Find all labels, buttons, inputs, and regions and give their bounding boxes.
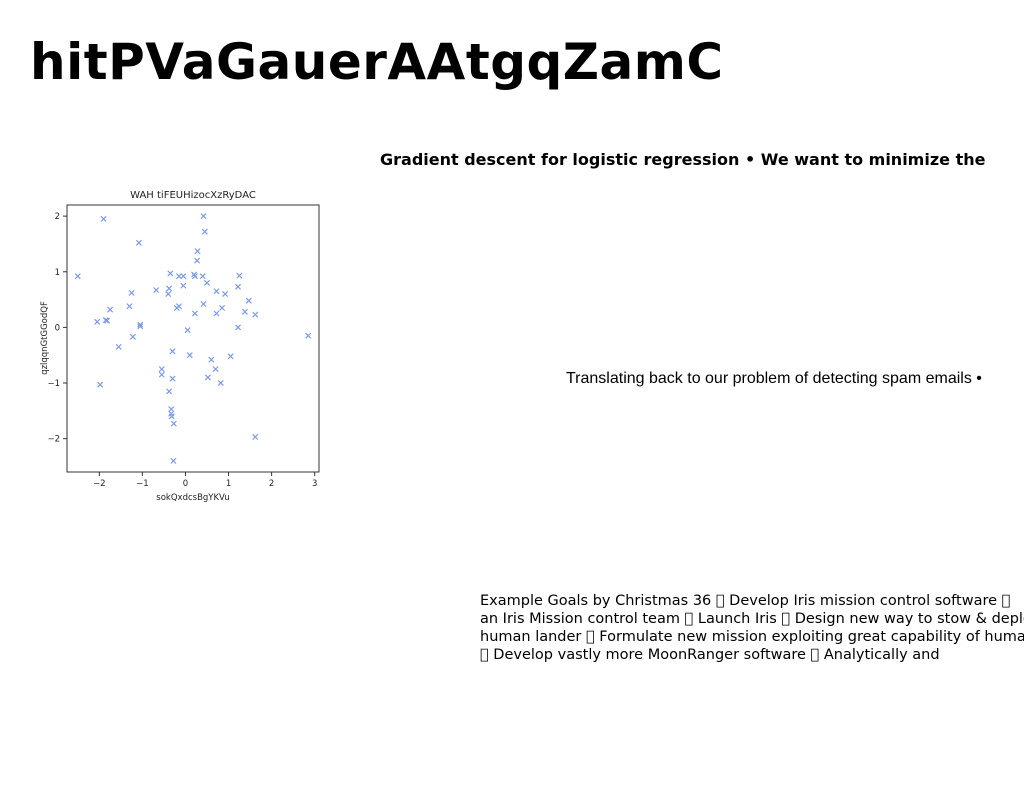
y-axis-label: qzlqqnGtGGodQF (40, 301, 50, 375)
scatter-point (201, 228, 208, 235)
x-axis-ticks: −2 −1 0 1 2 3 (93, 472, 317, 489)
scatter-point (213, 288, 220, 295)
y-axis-ticks: −2 −1 0 1 2 (47, 212, 67, 445)
scatter-point (129, 333, 136, 340)
goals-line:   Develop vastly more MoonRanger softwar… (480, 647, 940, 663)
x-tick-label: 0 (183, 479, 188, 489)
chart-title: WAH tiFEUHizocXzRyDAC (130, 190, 256, 201)
scatter-point (104, 317, 111, 324)
scatter-point (169, 375, 176, 382)
x-tick-label: −1 (136, 479, 149, 489)
scatter-point (212, 366, 219, 373)
goals-line: Example Goals by Christmas 36   Develop … (480, 593, 1011, 609)
scatter-point (203, 279, 211, 286)
scatter-point (199, 273, 206, 280)
x-tick-label: −2 (93, 479, 106, 489)
scatter-point (234, 324, 242, 331)
scatter-chart-svg: WAH tiFEUHizocXzRyDAC −2 −1 0 1 2 3 −2 −1 0 1 2 s… (40, 190, 320, 503)
scatter-point (222, 290, 229, 298)
slide-subheading: Gradient descent for logistic regression… (380, 150, 986, 169)
scatter-point (135, 239, 142, 246)
page-title: hitPVaGauerAAtgqZamC (30, 33, 724, 91)
scatter-point (241, 308, 248, 315)
scatter-chart: WAH tiFEUHizocXzRyDAC −2 −1 0 1 2 3 −2 −1 0 1 2 s… (36, 182, 332, 508)
scatter-point (100, 215, 107, 222)
goals-paragraph: Example Goals by Christmas 36   Develop … (480, 592, 1024, 664)
scatter-point (74, 273, 81, 280)
scatter-point (191, 273, 198, 280)
scatter-point (137, 321, 144, 328)
scatter-point (115, 343, 122, 350)
plot-area-frame (66, 204, 320, 473)
y-tick-label: 2 (55, 212, 60, 222)
scatter-point (153, 287, 160, 294)
x-tick-label: 2 (269, 479, 274, 489)
scatter-point (217, 379, 224, 387)
scatter-point (184, 327, 191, 334)
scatter-point (126, 303, 133, 310)
scatter-point (170, 457, 177, 464)
scatter-point (219, 304, 226, 311)
scatter-point (200, 213, 207, 220)
scatter-point (94, 318, 101, 325)
scatter-point (168, 413, 175, 420)
scatter-point (167, 270, 174, 277)
y-tick-label: −2 (47, 435, 60, 445)
scatter-point (245, 297, 252, 304)
spam-detection-caption: Translating back to our problem of detec… (566, 370, 982, 387)
scatter-point (137, 323, 144, 330)
scatter-point (158, 366, 165, 373)
scatter-point (180, 273, 187, 280)
scatter-point (194, 257, 201, 264)
scatter-point (204, 374, 211, 381)
scatter-point (305, 332, 312, 339)
scatter-point (107, 306, 114, 313)
scatter-point (213, 310, 220, 317)
scatter-point (166, 388, 173, 395)
scatter-point (166, 285, 173, 292)
scatter-point (200, 300, 207, 308)
scatter-point (173, 304, 180, 311)
scatter-point (208, 356, 215, 363)
scatter-point (165, 290, 172, 298)
scatter-point (169, 348, 176, 355)
scatter-point (252, 311, 259, 318)
x-tick-label: 1 (226, 479, 231, 489)
data-points (74, 213, 312, 464)
scatter-point (168, 406, 175, 413)
scatter-point (191, 310, 198, 317)
scatter-point (170, 420, 177, 427)
x-axis-label: sokQxdcsBgYKVu (156, 493, 229, 503)
x-tick-label: 3 (312, 479, 317, 489)
y-tick-label: 1 (55, 268, 60, 278)
scatter-point (234, 283, 242, 290)
scatter-point (158, 371, 165, 378)
scatter-point (180, 282, 187, 289)
y-tick-label: 0 (55, 323, 60, 333)
scatter-point (97, 381, 104, 388)
goals-line: human lander   Formulate new mission exp… (480, 629, 1024, 645)
y-tick-label: −1 (47, 379, 60, 389)
goals-line: an Iris Mission control team   Launch Ir… (480, 611, 1024, 627)
scatter-point (236, 272, 243, 279)
scatter-point (194, 248, 201, 255)
scatter-point (186, 352, 193, 359)
scatter-point (227, 353, 234, 360)
scatter-point (252, 433, 259, 440)
scatter-point (128, 289, 135, 296)
